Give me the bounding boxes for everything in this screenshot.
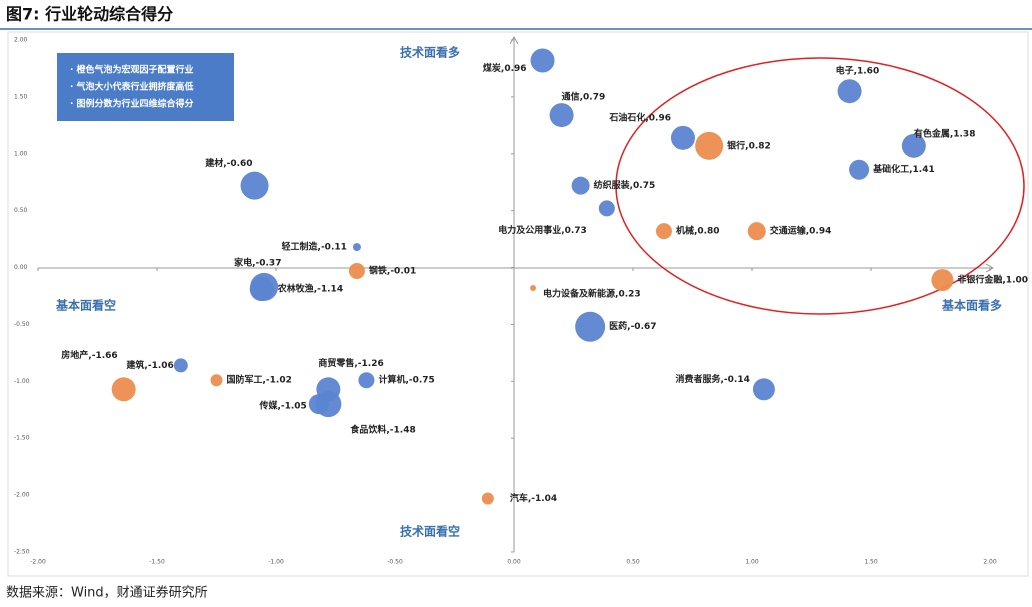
x-tick-label: 1.50 (864, 559, 878, 566)
data-label: 商贸零售,-1.26 (318, 357, 383, 369)
data-label: 电子,1.60 (836, 65, 880, 77)
data-label: 石油石化,0.96 (608, 111, 671, 123)
data-label: 交通运输,0.94 (770, 225, 832, 237)
data-label: 基础化工,1.41 (872, 163, 935, 175)
data-label: 纺织服装,0.75 (594, 179, 656, 191)
data-label: 机械,0.80 (676, 225, 720, 237)
y-tick-label: -2.50 (14, 549, 30, 556)
bubble (352, 243, 361, 252)
data-label: 建筑,-1.06 (126, 359, 173, 371)
bubble (901, 133, 926, 158)
bubble (849, 159, 870, 180)
y-tick-label: -1.00 (14, 378, 30, 385)
x-tick-label: 0.50 (626, 559, 640, 566)
highlight-ellipse (615, 57, 1025, 315)
y-tick-label: 0.00 (14, 264, 28, 271)
data-label: 电力设备及新能源,0.23 (543, 288, 641, 300)
x-tick-label: -2.00 (30, 559, 46, 566)
bubble (575, 311, 606, 342)
bubble (111, 377, 136, 402)
data-label: 医药,-0.67 (609, 320, 656, 332)
bubble (173, 358, 188, 373)
bubble (240, 171, 269, 200)
data-label: 房地产,-1.66 (61, 349, 117, 361)
bubble (315, 391, 342, 418)
data-label: 非银行金融,1.00 (957, 274, 1028, 286)
bubble (695, 131, 724, 160)
data-label: 钢铁,-0.01 (369, 264, 416, 276)
data-label: 农林牧渔,-1.14 (277, 283, 343, 295)
y-tick-label: -0.50 (14, 321, 30, 328)
quadrant-label: 技术面看多 (400, 45, 460, 60)
y-tick-label: 0.50 (14, 207, 28, 214)
bubble (571, 176, 590, 195)
bubble (598, 200, 615, 217)
data-label: 传媒,-1.05 (258, 400, 306, 412)
bubble (747, 222, 766, 241)
bubble (670, 125, 695, 150)
y-tick-label: 2.00 (14, 37, 28, 44)
data-label: 建材,-0.60 (205, 157, 252, 169)
x-tick-label: 1.00 (745, 559, 759, 566)
y-tick-label: 1.00 (14, 150, 28, 157)
y-tick-label: -1.50 (14, 435, 30, 442)
data-label: 通信,0.79 (562, 91, 606, 103)
y-tick-label: 1.50 (14, 93, 28, 100)
bubble (249, 277, 274, 302)
quadrant-label: 基本面看多 (941, 298, 1002, 313)
data-label: 煤炭,0.96 (483, 62, 527, 74)
data-label: 电力及公用事业,0.73 (498, 224, 587, 236)
bubble (837, 79, 862, 104)
bubble (549, 103, 574, 128)
y-tick-label: -2.00 (14, 492, 30, 499)
data-label: 有色金属,1.38 (914, 127, 976, 139)
bubble (210, 374, 223, 387)
note-box (57, 53, 234, 121)
chart-title: 图7: 行业轮动综合得分 (6, 5, 173, 24)
data-label: 消费者服务,-0.14 (676, 373, 750, 385)
x-tick-label: 0.00 (507, 559, 521, 566)
x-tick-label: 2.00 (983, 559, 997, 566)
bubble (530, 48, 555, 73)
bubble (655, 223, 672, 240)
source: 数据来源：Wind，财通证券研究所 (6, 585, 208, 601)
bubble (530, 285, 537, 292)
x-tick-label: -0.50 (387, 559, 403, 566)
note: · 橙色气泡为宏观因子配置行业 (70, 64, 194, 76)
plot-frame (7, 31, 1029, 577)
x-tick-label: -1.50 (149, 559, 165, 566)
bubble (752, 378, 775, 401)
note: · 气泡大小代表行业拥挤度高低 (70, 81, 194, 93)
data-label: 轻工制造,-0.11 (282, 241, 347, 253)
quadrant-label: 技术面看空 (400, 524, 460, 539)
data-label: 家电,-0.37 (234, 256, 281, 268)
data-label: 汽车,-1.04 (510, 492, 557, 504)
x-tick-label: -1.00 (268, 559, 284, 566)
note: · 图例分数为行业四维综合得分 (70, 98, 194, 110)
data-label: 国防军工,-1.02 (227, 374, 292, 386)
quadrant-label: 基本面看空 (55, 298, 116, 313)
data-label: 银行,0.82 (727, 139, 771, 151)
bubble (348, 262, 365, 279)
data-label: 食品饮料,-1.48 (349, 424, 415, 436)
data-label: 计算机,-0.75 (378, 374, 434, 386)
bubble (358, 372, 375, 389)
bubble (481, 492, 494, 505)
bubble (931, 269, 954, 292)
